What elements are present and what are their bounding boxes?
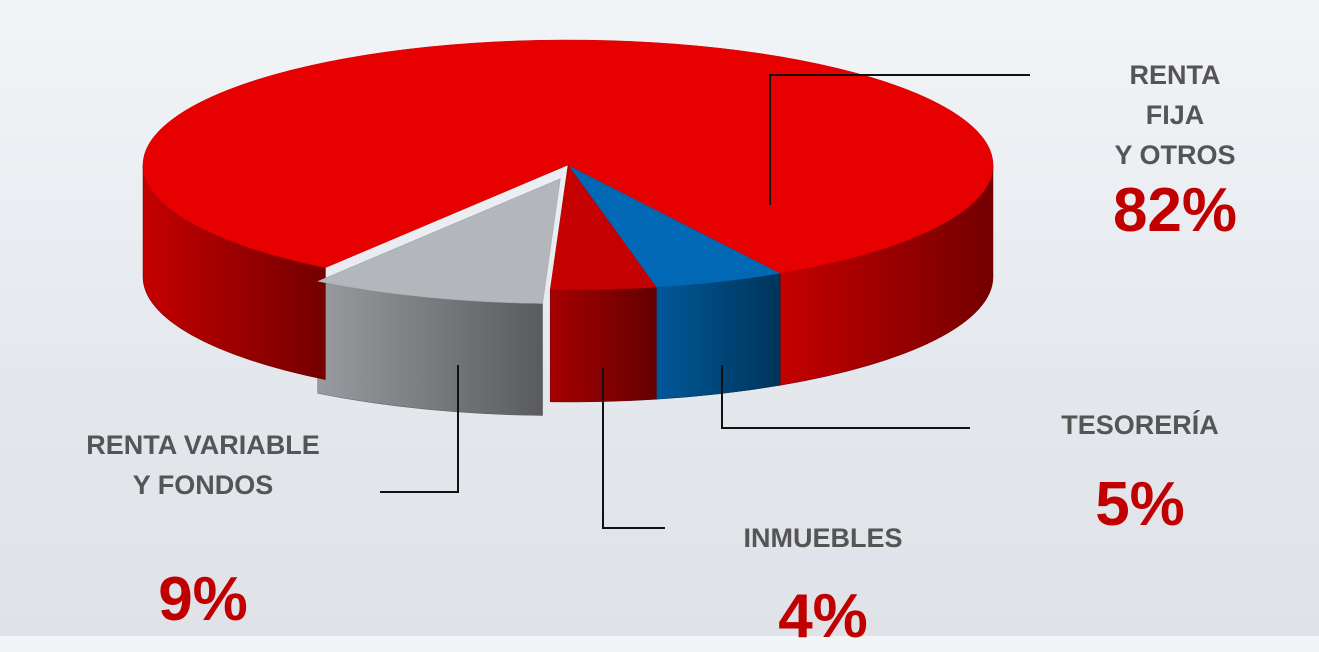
leader-line [721, 365, 970, 429]
chart [142, 39, 1030, 529]
leader-line [602, 368, 665, 529]
leader-line [769, 74, 1030, 205]
value-label: 4% [778, 582, 868, 651]
slice-top [316, 178, 561, 304]
leader-line [380, 365, 459, 493]
category-label: INMUEBLES [743, 523, 903, 553]
slice-top [142, 39, 994, 274]
value-label: 5% [1095, 470, 1185, 539]
category-label: RENTA FIJA Y OTROS [1114, 60, 1236, 170]
category-label: RENTA VARIABLE Y FONDOS [86, 430, 320, 500]
category-label: TESORERÍA [1061, 410, 1219, 440]
slice-side [656, 272, 781, 400]
value-label: 82% [1112, 176, 1238, 245]
slice-top [549, 164, 657, 291]
value-label: 9% [158, 565, 248, 634]
